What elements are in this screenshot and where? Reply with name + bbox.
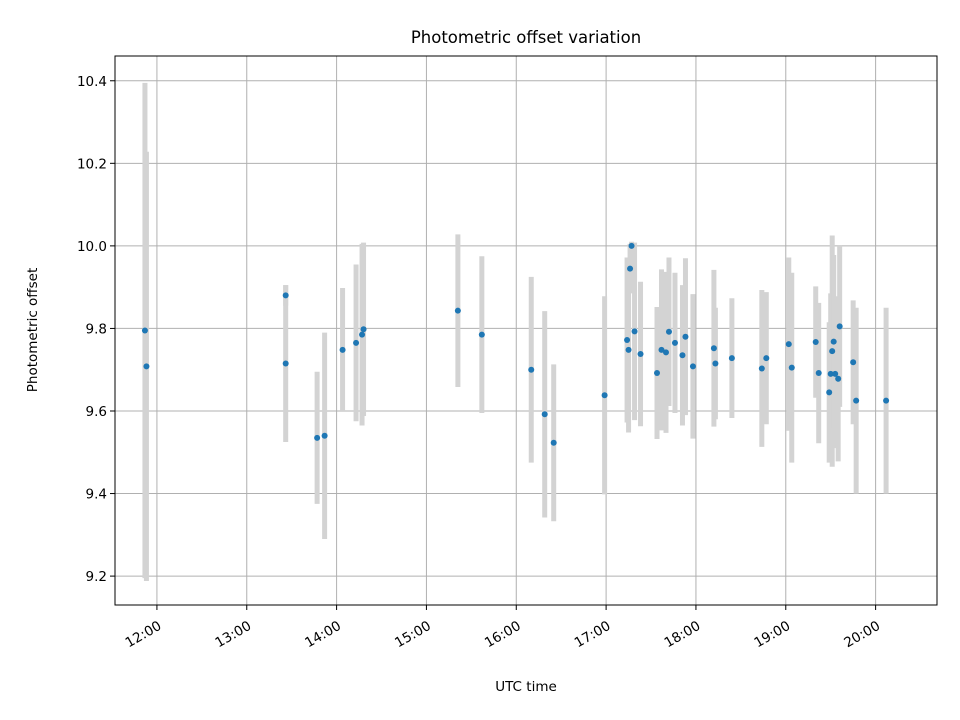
data-point: [628, 242, 635, 249]
data-point: [728, 355, 735, 362]
plot-area: [115, 56, 937, 605]
y-axis-label: Photometric offset: [25, 268, 41, 392]
data-point: [353, 339, 360, 346]
data-point: [637, 351, 644, 358]
data-point: [679, 352, 686, 359]
data-point: [665, 328, 672, 335]
data-point: [627, 265, 634, 272]
y-tick-label: 9.4: [86, 487, 107, 503]
data-point: [785, 341, 792, 348]
data-point: [631, 328, 638, 335]
data-point: [359, 331, 366, 338]
data-point: [758, 365, 765, 372]
data-point: [662, 349, 669, 356]
data-point: [689, 363, 696, 370]
data-point: [830, 338, 837, 345]
data-point: [454, 307, 461, 314]
data-point: [360, 326, 367, 333]
data-point: [710, 345, 717, 352]
data-point: [143, 363, 150, 370]
data-point: [835, 375, 842, 382]
chart-title: Photometric offset variation: [411, 28, 641, 47]
data-point: [853, 397, 860, 404]
data-point: [827, 370, 834, 377]
data-point: [832, 370, 839, 377]
data-point: [282, 360, 289, 367]
data-point: [682, 333, 689, 340]
data-point: [541, 411, 548, 418]
data-point: [141, 327, 148, 334]
data-point: [815, 370, 822, 377]
data-point: [712, 360, 719, 367]
data-point: [788, 364, 795, 371]
data-point: [829, 348, 836, 355]
data-point: [339, 346, 346, 353]
data-point: [321, 432, 328, 439]
y-tick-label: 9.6: [86, 404, 107, 420]
data-point: [654, 370, 661, 377]
plot-frame: [114, 55, 938, 606]
data-point: [314, 434, 321, 441]
data-point: [658, 346, 665, 353]
data-point: [601, 392, 608, 399]
data-point: [883, 397, 890, 404]
data-point: [528, 366, 535, 373]
data-point: [850, 359, 857, 366]
y-tick-label: 9.8: [86, 321, 107, 337]
data-point: [478, 331, 485, 338]
x-axis-label: UTC time: [495, 679, 557, 695]
data-point: [550, 439, 557, 446]
data-point: [624, 336, 631, 343]
data-point: [763, 355, 770, 362]
data-point: [826, 389, 833, 396]
data-point: [282, 292, 289, 299]
y-tick-label: 9.2: [86, 569, 107, 585]
data-point: [836, 323, 843, 330]
y-tick-label: 10.0: [77, 239, 107, 255]
data-point: [812, 339, 819, 346]
data-points: [141, 242, 890, 446]
data-point: [671, 339, 678, 346]
y-tick-label: 10.2: [77, 156, 107, 172]
y-tick-label: 10.4: [77, 74, 107, 90]
data-point: [625, 346, 632, 353]
grid: [115, 56, 937, 605]
